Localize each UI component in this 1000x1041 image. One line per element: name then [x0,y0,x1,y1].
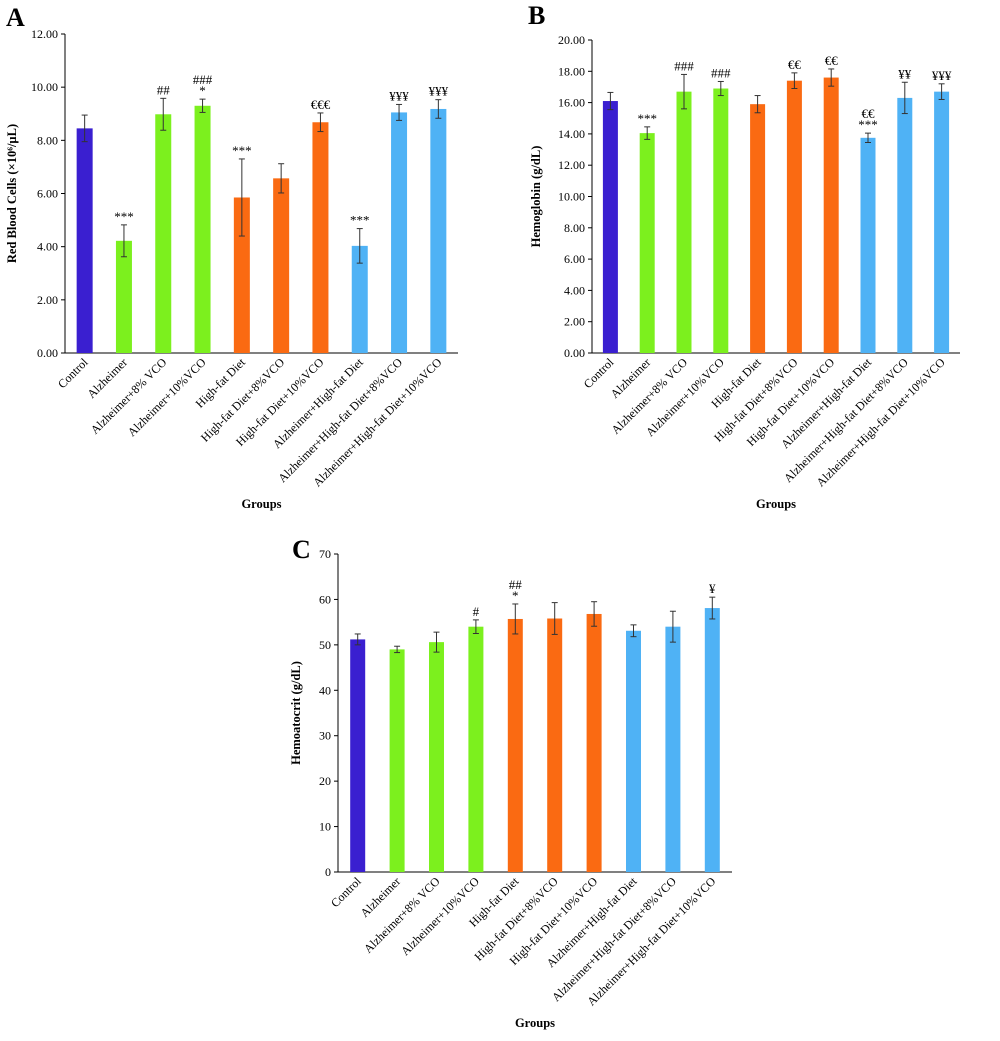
significance-mark: ### [674,58,694,73]
y-tick-label: 14.00 [558,127,585,141]
significance-mark: * [512,588,519,603]
bar [704,608,720,872]
y-tick-label: 0.00 [37,346,58,360]
chart-panel-b: B 0.00 2.00 4.00 6.00 8.00 10.00 12.00 14.00 16.0… [528,1,960,511]
significance-mark: €€ [788,57,802,72]
y-tick-label: 0.00 [564,346,585,360]
significance-mark: *** [350,213,370,228]
significance-mark: *** [114,209,134,224]
x-axis-title: Groups [241,497,281,511]
y-tick-label: 10.00 [558,190,585,204]
bar [934,91,950,354]
y-tick-label: 40 [319,683,331,697]
y-tick-label: 6.00 [37,187,58,201]
bar [860,137,876,353]
bar [155,114,172,353]
significance-mark: €€€ [311,97,331,112]
significance-mark: ¥¥¥ [932,68,952,83]
significance-mark: €€ [862,106,876,121]
bar [468,626,484,872]
y-tick-label: 16.00 [558,96,585,110]
bar [350,639,366,872]
bar [507,618,523,872]
y-tick-label: 4.00 [37,240,58,254]
y-tick-label: 0 [325,865,331,879]
bar [391,112,408,353]
significance-mark: # [473,604,480,619]
y-tick-label: 20.00 [558,33,585,47]
y-tick-label: 12.00 [31,27,58,41]
significance-mark: *** [637,111,657,126]
significance-mark: €€ [825,53,839,68]
bar [897,97,913,353]
significance-mark: ¥¥ [898,66,912,81]
x-category-label: Control [581,355,617,391]
panel-letter: C [292,535,311,564]
bar [194,105,211,354]
y-tick-label: 10.00 [31,80,58,94]
significance-mark: *** [232,143,252,158]
x-axis-title: Groups [515,1016,555,1030]
y-tick-label: 12.00 [558,158,585,172]
bar [626,630,641,872]
significance-mark: * [199,83,206,98]
chart-panel-a: A 0.00 2.00 4.00 6.00 8.00 10.00 12.00 Red Blood… [5,3,458,511]
y-tick-label: 8.00 [37,133,58,147]
y-tick-label: 30 [319,729,331,743]
y-tick-label: 4.00 [564,283,585,297]
bar [547,618,563,872]
y-tick-label: 2.00 [564,315,585,329]
bar [665,626,681,872]
panel-letter: B [528,1,545,30]
bar [430,108,447,353]
y-tick-label: 50 [319,638,331,652]
y-axis-title: Hemoatocrit (g/dL) [289,661,303,765]
y-tick-label: 6.00 [564,252,585,266]
bar [233,197,250,353]
significance-mark: ### [193,72,213,87]
y-tick-label: 10 [319,820,331,834]
bar [429,642,444,872]
bar [273,178,290,353]
significance-mark: ¥ [709,581,716,596]
y-tick-label: 18.00 [558,64,585,78]
significance-mark: *** [858,117,878,132]
bar [713,88,729,353]
bar [76,128,93,353]
bar [389,649,405,872]
y-tick-label: 70 [319,547,331,561]
bar [602,101,618,353]
significance-mark: ### [711,65,731,80]
bar [586,613,602,872]
bar [312,122,329,353]
x-category-label: Control [328,874,364,910]
bar [351,245,368,353]
x-category-label: Control [55,355,91,391]
y-tick-label: 2.00 [37,293,58,307]
y-axis-title: Red Blood Cells (×10⁶/µL) [5,124,19,263]
y-tick-label: 60 [319,592,331,606]
significance-mark: ¥¥¥ [389,88,409,103]
y-tick-label: 8.00 [564,221,585,235]
y-tick-label: 20 [319,774,331,788]
bar [676,91,692,354]
panel-letter: A [6,3,25,32]
bar [786,80,802,353]
bar [750,104,766,353]
significance-mark: ¥¥¥ [429,84,449,99]
y-axis-title: Hemoglobin (g/dL) [529,146,543,248]
bar [823,77,839,353]
bar [115,240,132,353]
bar [639,133,655,353]
significance-mark: ## [157,82,171,97]
chart-panel-c: C 0 10 20 30 40 50 60 70 Hemoatocrit (g/dL) Groups… [289,535,732,1030]
significance-mark: ## [509,577,523,592]
x-axis-title: Groups [756,497,796,511]
